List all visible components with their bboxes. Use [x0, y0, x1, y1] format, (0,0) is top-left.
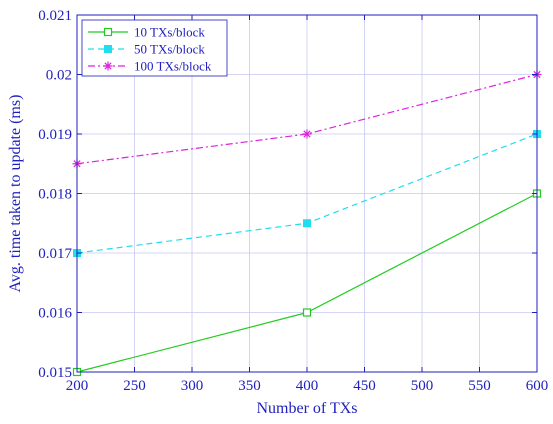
legend-label: 100 TXs/block — [134, 59, 212, 74]
x-tick-label: 450 — [353, 378, 376, 394]
data-point-series-2 — [303, 219, 311, 228]
x-tick-label: 550 — [468, 378, 491, 394]
legend-marker — [103, 61, 113, 71]
x-tick-label: 600 — [526, 378, 549, 394]
y-tick-label: 0.016 — [38, 306, 72, 322]
x-tick-label: 200 — [66, 378, 89, 394]
x-tick-label: 250 — [123, 378, 146, 394]
legend-label: 50 TXs/block — [134, 42, 205, 57]
y-axis-label: Avg. time taken to update (ms) — [7, 95, 24, 293]
x-tick-label: 500 — [411, 378, 434, 394]
legend-marker — [103, 27, 113, 37]
x-tick-label: 350 — [238, 378, 261, 394]
data-point-series-3 — [302, 129, 312, 139]
data-point-series-1 — [302, 308, 312, 317]
x-tick-label: 300 — [181, 378, 204, 394]
y-tick-label: 0.017 — [38, 246, 72, 262]
y-tick-label: 0.02 — [46, 68, 72, 84]
ticks: 200 250 300 350 400 450 500 550 600 0.015 0.016 0.0… — [38, 8, 548, 394]
legend-label: 10 TXs/block — [134, 25, 205, 40]
x-tick-label: 400 — [296, 378, 319, 394]
y-tick-label: 0.018 — [38, 187, 72, 203]
x-axis-label: Number of TXs — [256, 400, 357, 417]
y-tick-label: 0.015 — [38, 365, 72, 381]
y-tick-label: 0.019 — [38, 127, 72, 143]
legend: 10 TXs/block 50 TXs/block 100 TXs/block — [81, 19, 228, 77]
legend-marker — [104, 45, 112, 53]
y-tick-label: 0.021 — [38, 8, 72, 24]
